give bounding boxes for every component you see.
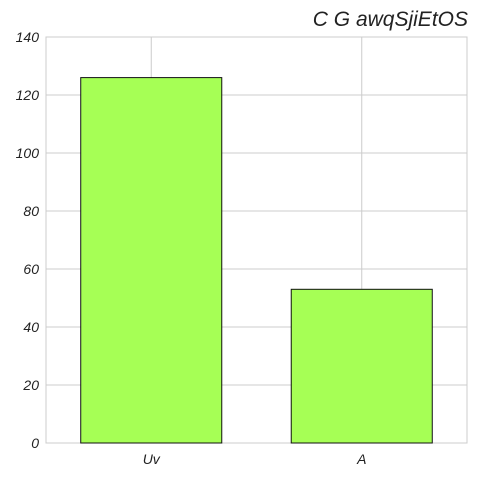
y-tick-label: 140 bbox=[16, 29, 40, 45]
bar-a bbox=[291, 289, 432, 443]
y-tick-label: 100 bbox=[16, 145, 40, 161]
y-tick-label: 80 bbox=[23, 203, 39, 219]
x-tick-label: A bbox=[356, 451, 366, 467]
y-tick-label: 120 bbox=[16, 87, 40, 103]
bars bbox=[81, 78, 433, 443]
x-tick-label: Uv bbox=[143, 451, 161, 467]
bar-uv bbox=[81, 78, 222, 443]
y-tick-label: 60 bbox=[23, 261, 39, 277]
y-tick-label: 0 bbox=[31, 435, 39, 451]
y-tick-label: 20 bbox=[22, 377, 39, 393]
y-tick-label: 40 bbox=[23, 319, 39, 335]
